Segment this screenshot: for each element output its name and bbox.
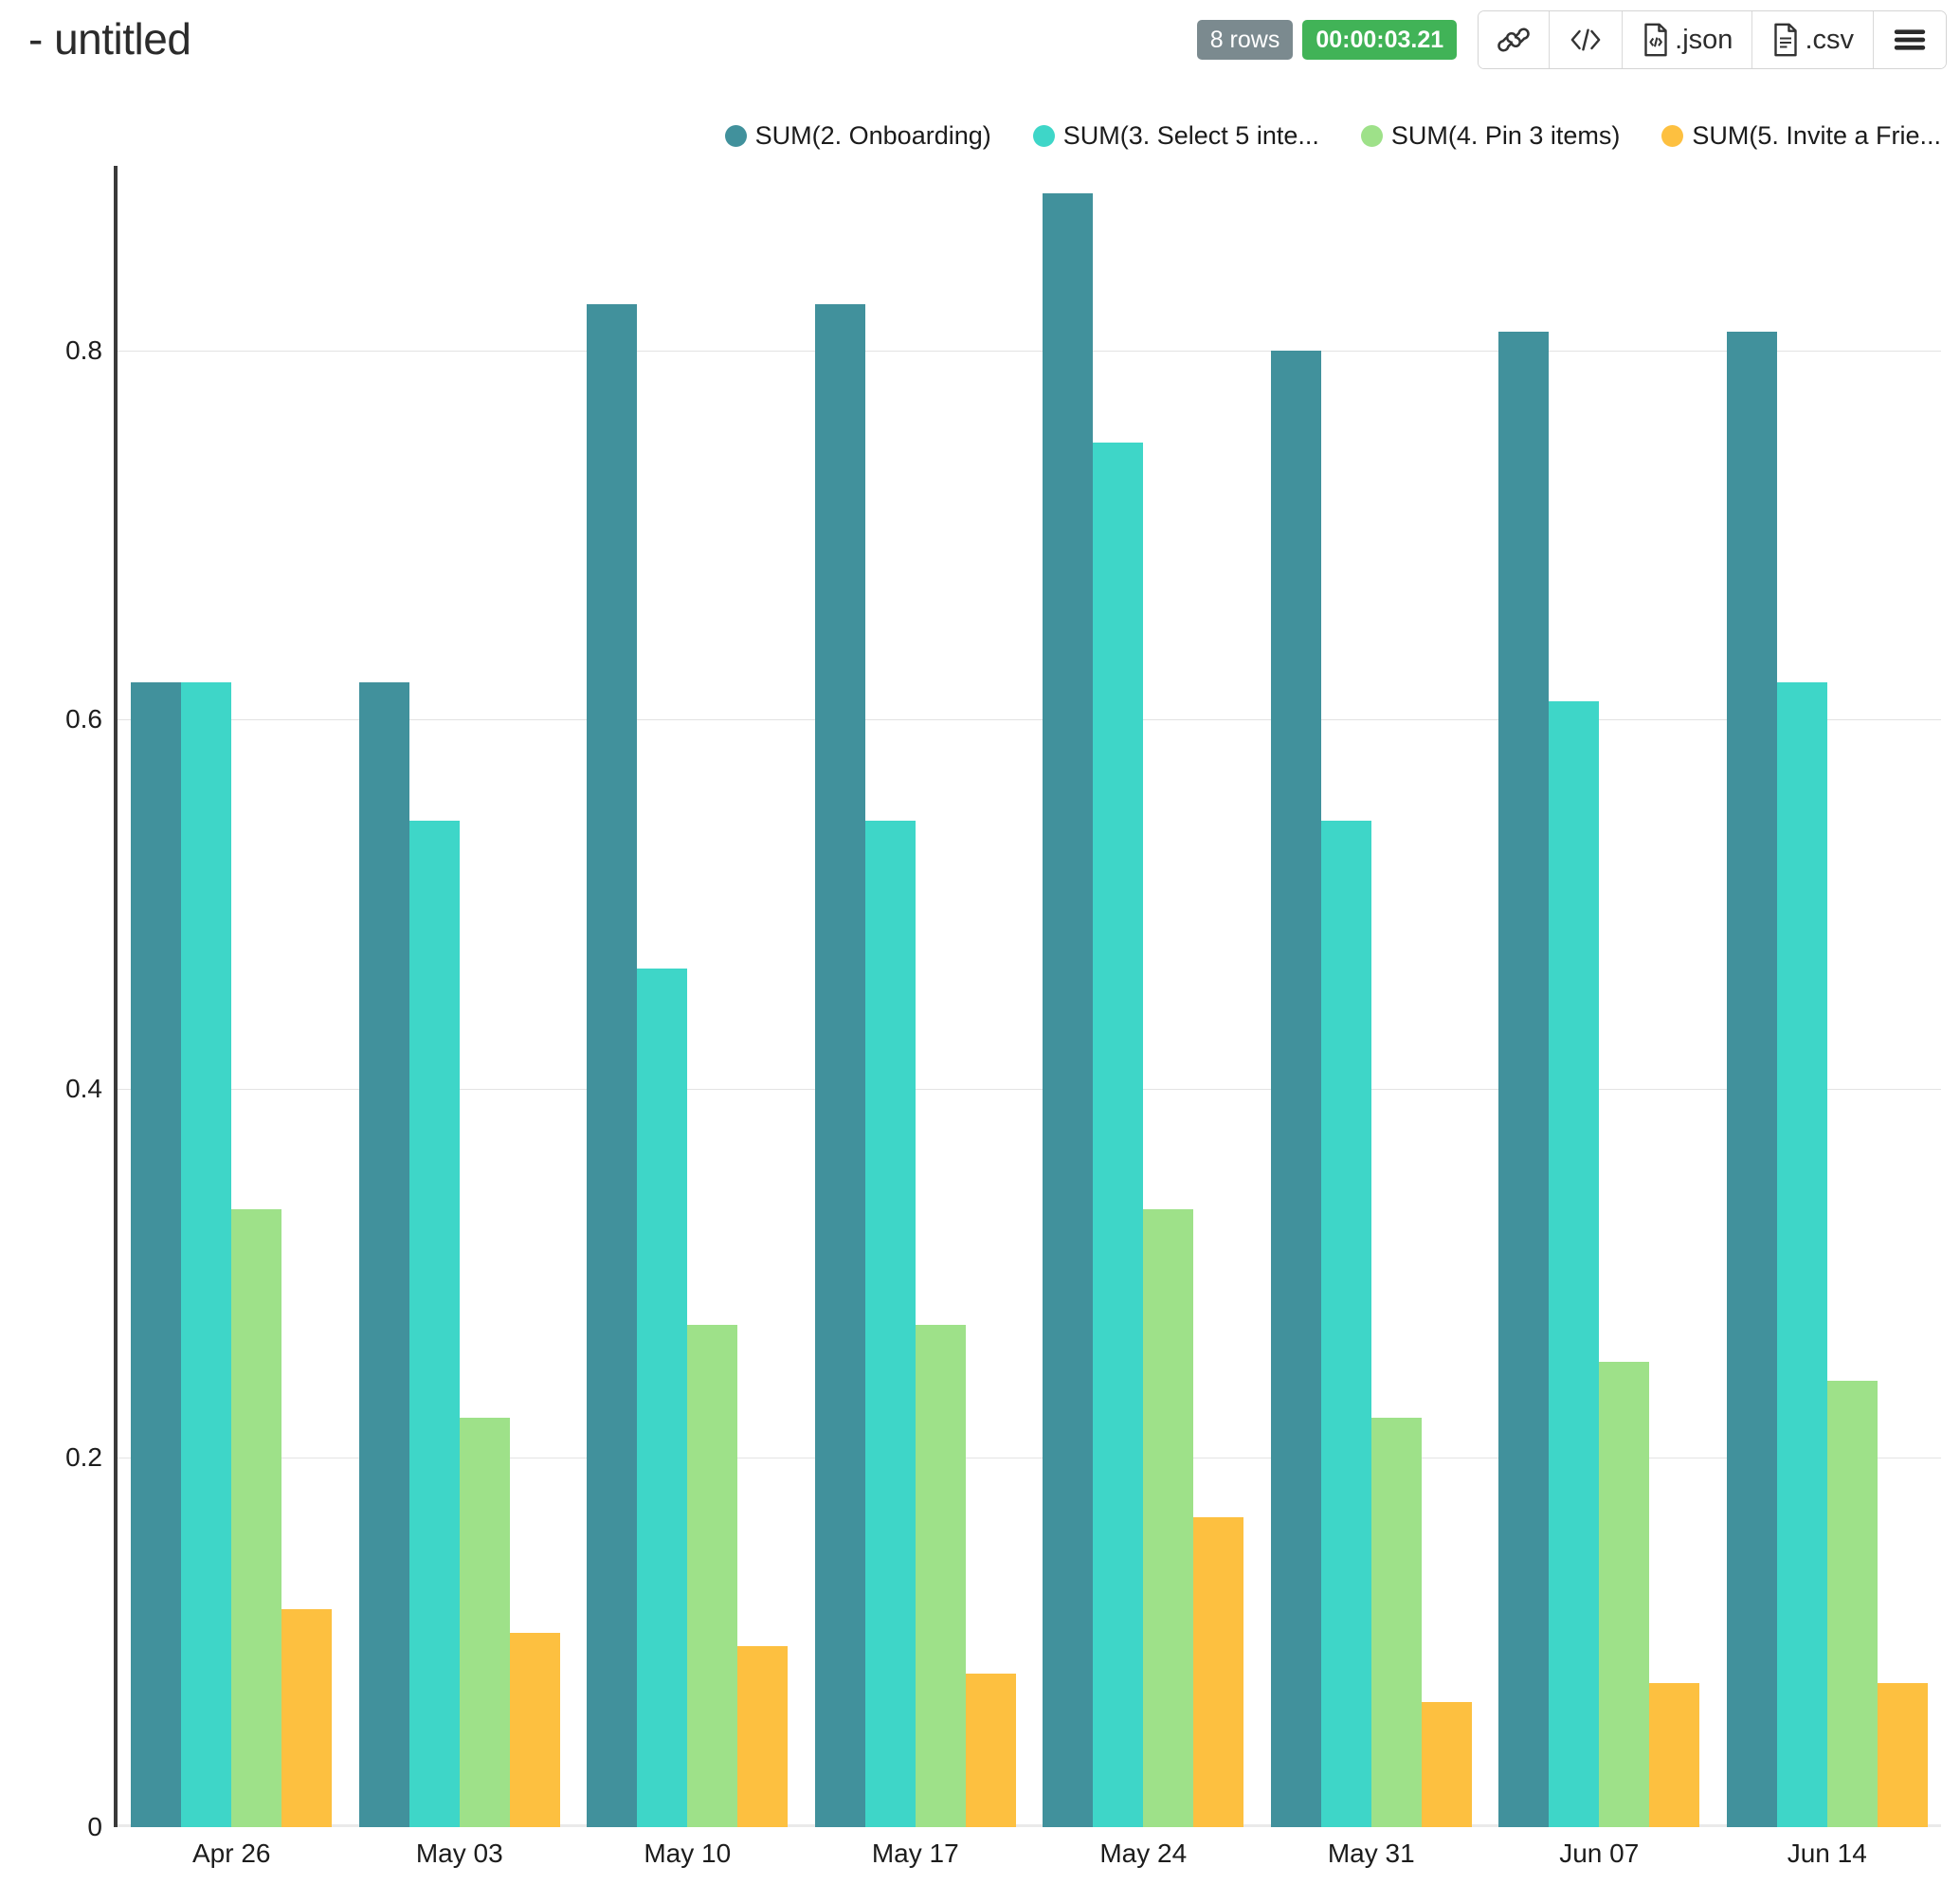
- legend-label: SUM(4. Pin 3 items): [1390, 121, 1621, 150]
- bar[interactable]: [1877, 1683, 1928, 1827]
- gridline: [118, 350, 1941, 352]
- bar-group: May 17: [802, 166, 1030, 1868]
- bar[interactable]: [1726, 332, 1777, 1827]
- embed-code-button[interactable]: [1550, 11, 1624, 68]
- query-time-badge: 00:00:03.21: [1302, 20, 1458, 60]
- header-toolbar: 8 rows 00:00:03.21: [1196, 10, 1947, 69]
- bar[interactable]: [1498, 332, 1550, 1827]
- legend-item[interactable]: SUM(5. Invite a Frie...: [1661, 121, 1941, 151]
- plot-area: 0 0.2 0.4 0.6 0.8 Apr 26 May 03 May 10 May 17 May…: [65, 166, 1942, 1868]
- x-axis-tick-label: May 03: [415, 1839, 503, 1868]
- link-button[interactable]: [1479, 11, 1551, 68]
- download-csv-label: .csv: [1805, 24, 1854, 55]
- bar[interactable]: [1270, 350, 1321, 1827]
- bar[interactable]: [737, 1646, 789, 1827]
- gridline: [118, 719, 1941, 721]
- y-axis-tick-label: 0.6: [65, 704, 102, 734]
- bar-group: Apr 26: [118, 166, 346, 1868]
- toolbar-button-group: .json .csv: [1478, 10, 1947, 69]
- legend-item[interactable]: SUM(4. Pin 3 items): [1360, 121, 1621, 151]
- bar[interactable]: [965, 1674, 1016, 1827]
- bar[interactable]: [1599, 1362, 1650, 1827]
- bar-group: May 24: [1029, 166, 1258, 1868]
- bar[interactable]: [181, 682, 232, 1827]
- x-axis-tick-label: Jun 14: [1787, 1839, 1867, 1868]
- x-axis-tick-label: May 24: [1099, 1839, 1188, 1868]
- bar[interactable]: [1370, 1417, 1422, 1827]
- bar[interactable]: [1093, 443, 1144, 1827]
- link-icon: [1497, 24, 1530, 56]
- x-axis-tick-label: Jun 07: [1559, 1839, 1640, 1868]
- download-json-button[interactable]: .json: [1623, 11, 1753, 68]
- bar-group: May 10: [573, 166, 802, 1868]
- legend-item[interactable]: SUM(2. Onboarding): [724, 121, 991, 151]
- file-csv-icon: [1771, 23, 1800, 57]
- code-icon: [1569, 26, 1603, 54]
- bar[interactable]: [459, 1417, 510, 1827]
- axis-baseline: [118, 1824, 1941, 1827]
- page-title: - untitled: [28, 14, 191, 63]
- legend-item[interactable]: SUM(3. Select 5 inte...: [1032, 121, 1319, 151]
- legend-label: SUM(3. Select 5 inte...: [1062, 121, 1319, 150]
- legend-color-dot: [1661, 125, 1684, 147]
- x-axis-tick-label: Apr 26: [192, 1839, 271, 1868]
- row-count-badge: 8 rows: [1196, 20, 1294, 60]
- bar[interactable]: [1043, 193, 1094, 1827]
- gridline: [118, 1088, 1941, 1090]
- bar[interactable]: [637, 969, 688, 1827]
- bar[interactable]: [509, 1633, 560, 1827]
- x-axis-tick-label: May 17: [871, 1839, 959, 1868]
- bar-groups: Apr 26 May 03 May 10 May 17 May 24 May 31 Jun …: [118, 166, 1942, 1868]
- bar[interactable]: [1776, 682, 1827, 1827]
- app-header: - untitled 8 rows 00:00:03.21: [0, 0, 1960, 87]
- legend-color-dot: [724, 125, 747, 147]
- bar[interactable]: [1193, 1516, 1244, 1827]
- y-axis-tick-label: 0.2: [65, 1442, 102, 1473]
- bar[interactable]: [1549, 700, 1600, 1827]
- bar[interactable]: [1649, 1683, 1700, 1827]
- legend-label: SUM(2. Onboarding): [754, 121, 991, 150]
- bar[interactable]: [131, 682, 182, 1827]
- y-axis-tick-label: 0.8: [65, 335, 102, 365]
- bar[interactable]: [1421, 1701, 1472, 1827]
- legend-color-dot: [1360, 125, 1383, 147]
- bar[interactable]: [408, 821, 460, 1827]
- bar-group: Jun 14: [1714, 166, 1942, 1868]
- bar[interactable]: [1320, 821, 1371, 1827]
- chart-legend: SUM(2. Onboarding) SUM(3. Select 5 inte..…: [724, 121, 1941, 151]
- bar[interactable]: [1143, 1208, 1194, 1827]
- download-json-label: .json: [1675, 24, 1733, 55]
- bar[interactable]: [1826, 1380, 1878, 1827]
- download-csv-button[interactable]: .csv: [1752, 11, 1874, 68]
- y-axis-tick-label: 0: [87, 1812, 102, 1841]
- bar[interactable]: [358, 682, 409, 1827]
- menu-button[interactable]: [1874, 11, 1946, 68]
- bar[interactable]: [281, 1609, 333, 1827]
- bar-group: May 03: [346, 166, 574, 1868]
- bar[interactable]: [587, 304, 638, 1827]
- y-axis-tick-label: 0.4: [65, 1073, 102, 1103]
- hamburger-icon: [1893, 26, 1927, 54]
- bar[interactable]: [814, 304, 865, 1827]
- bar-group: May 31: [1258, 166, 1486, 1868]
- legend-label: SUM(5. Invite a Frie...: [1692, 121, 1941, 150]
- legend-color-dot: [1032, 125, 1055, 147]
- x-axis-tick-label: May 31: [1327, 1839, 1415, 1868]
- bar-chart: 0 0.2 0.4 0.6 0.8 Apr 26 May 03 May 10 May 17 May…: [65, 166, 1942, 1868]
- bar[interactable]: [915, 1325, 966, 1827]
- file-json-icon: [1642, 23, 1670, 57]
- bar-group: Jun 07: [1485, 166, 1714, 1868]
- bar[interactable]: [687, 1325, 738, 1827]
- bar[interactable]: [864, 821, 916, 1827]
- bar[interactable]: [231, 1208, 282, 1827]
- x-axis-tick-label: May 10: [644, 1839, 732, 1868]
